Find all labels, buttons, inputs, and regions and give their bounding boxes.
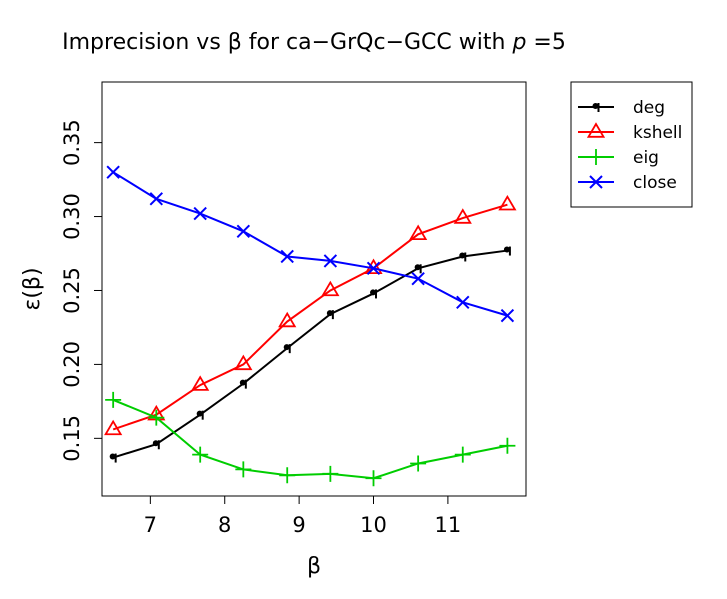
title-main: Imprecision vs β for ca−GrQc−GCC with [62, 30, 512, 55]
data-point-close [280, 249, 294, 264]
y-tick-label: 0.25 [60, 267, 84, 314]
series-line-close [112, 171, 508, 317]
series-close [106, 165, 515, 323]
data-point-eig [365, 470, 382, 487]
data-point-deg [326, 310, 333, 317]
data-point-kshell [409, 224, 428, 240]
data-point-deg [283, 344, 290, 351]
data-point-deg [152, 440, 159, 447]
series-eig [105, 391, 516, 487]
plot-area-border [101, 81, 527, 497]
data-point-close [411, 271, 425, 286]
data-point-eig [105, 391, 122, 408]
data-point-eig [410, 455, 427, 472]
data-point-deg [503, 246, 510, 253]
chart-title: Imprecision vs β for ca−GrQc−GCC with p … [62, 30, 566, 55]
series-line-kshell [112, 203, 508, 431]
data-point-close [193, 206, 207, 221]
data-point-eig [454, 446, 471, 463]
data-point-kshell [191, 375, 210, 391]
legend-item-deg: deg [578, 98, 665, 118]
series-kshell [104, 194, 517, 436]
data-point-close [323, 254, 338, 268]
legend-marker-deg [592, 103, 599, 109]
data-point-deg [370, 289, 377, 296]
y-axis: 0.15 0.20 0.25 0.30 0.35 [60, 119, 103, 462]
data-point-eig [235, 461, 252, 478]
data-point-close [149, 192, 164, 206]
legend-label-kshell: kshell [633, 123, 682, 143]
series-layer [104, 165, 517, 487]
x-axis-label: β [307, 554, 321, 579]
data-point-deg [196, 410, 203, 417]
legend: deg kshell eig close [570, 81, 693, 208]
data-point-deg [459, 252, 466, 259]
legend-marker-kshell [586, 122, 606, 138]
legend-label-close: close [633, 173, 677, 193]
x-tick-label: 8 [218, 513, 231, 537]
x-axis: 7 8 9 10 11 [144, 495, 462, 537]
data-point-close [366, 261, 381, 276]
legend-item-close: close [578, 173, 677, 193]
series-line-eig [112, 398, 508, 480]
x-tick-label: 7 [144, 513, 157, 537]
legend-marker-close [589, 175, 603, 189]
data-point-eig [499, 437, 516, 454]
series-deg [109, 246, 511, 463]
legend-label-deg: deg [633, 98, 665, 118]
data-point-eig [148, 409, 165, 426]
data-point-eig [279, 467, 296, 484]
data-point-close [236, 224, 251, 239]
data-point-close [106, 165, 120, 179]
data-point-close [456, 295, 470, 310]
legend-label-eig: eig [633, 148, 659, 168]
data-point-deg [414, 264, 421, 271]
data-point-eig [322, 465, 339, 482]
data-point-eig [192, 446, 209, 463]
y-tick-label: 0.15 [60, 415, 84, 462]
y-axis-label: ε(β) [20, 267, 45, 310]
data-point-kshell [234, 354, 253, 371]
data-point-close [500, 308, 515, 323]
title-suffix: =5 [526, 30, 565, 55]
legend-item-eig: eig [578, 148, 659, 168]
data-point-kshell [453, 208, 472, 224]
legend-marker-eig [588, 149, 604, 165]
x-tick-label: 10 [360, 513, 387, 537]
x-tick-label: 9 [292, 513, 305, 537]
data-point-kshell [104, 419, 123, 436]
data-point-deg [109, 453, 116, 460]
data-point-kshell [498, 194, 517, 211]
title-p: p [511, 30, 526, 55]
legend-item-kshell: kshell [578, 122, 682, 143]
y-tick-label: 0.35 [60, 119, 84, 166]
data-point-kshell [278, 311, 297, 328]
series-line-deg [112, 249, 508, 459]
x-tick-label: 11 [435, 513, 462, 537]
data-point-deg [239, 379, 246, 386]
data-point-kshell [321, 280, 340, 297]
y-tick-label: 0.20 [60, 341, 84, 388]
y-tick-label: 0.30 [60, 193, 84, 240]
